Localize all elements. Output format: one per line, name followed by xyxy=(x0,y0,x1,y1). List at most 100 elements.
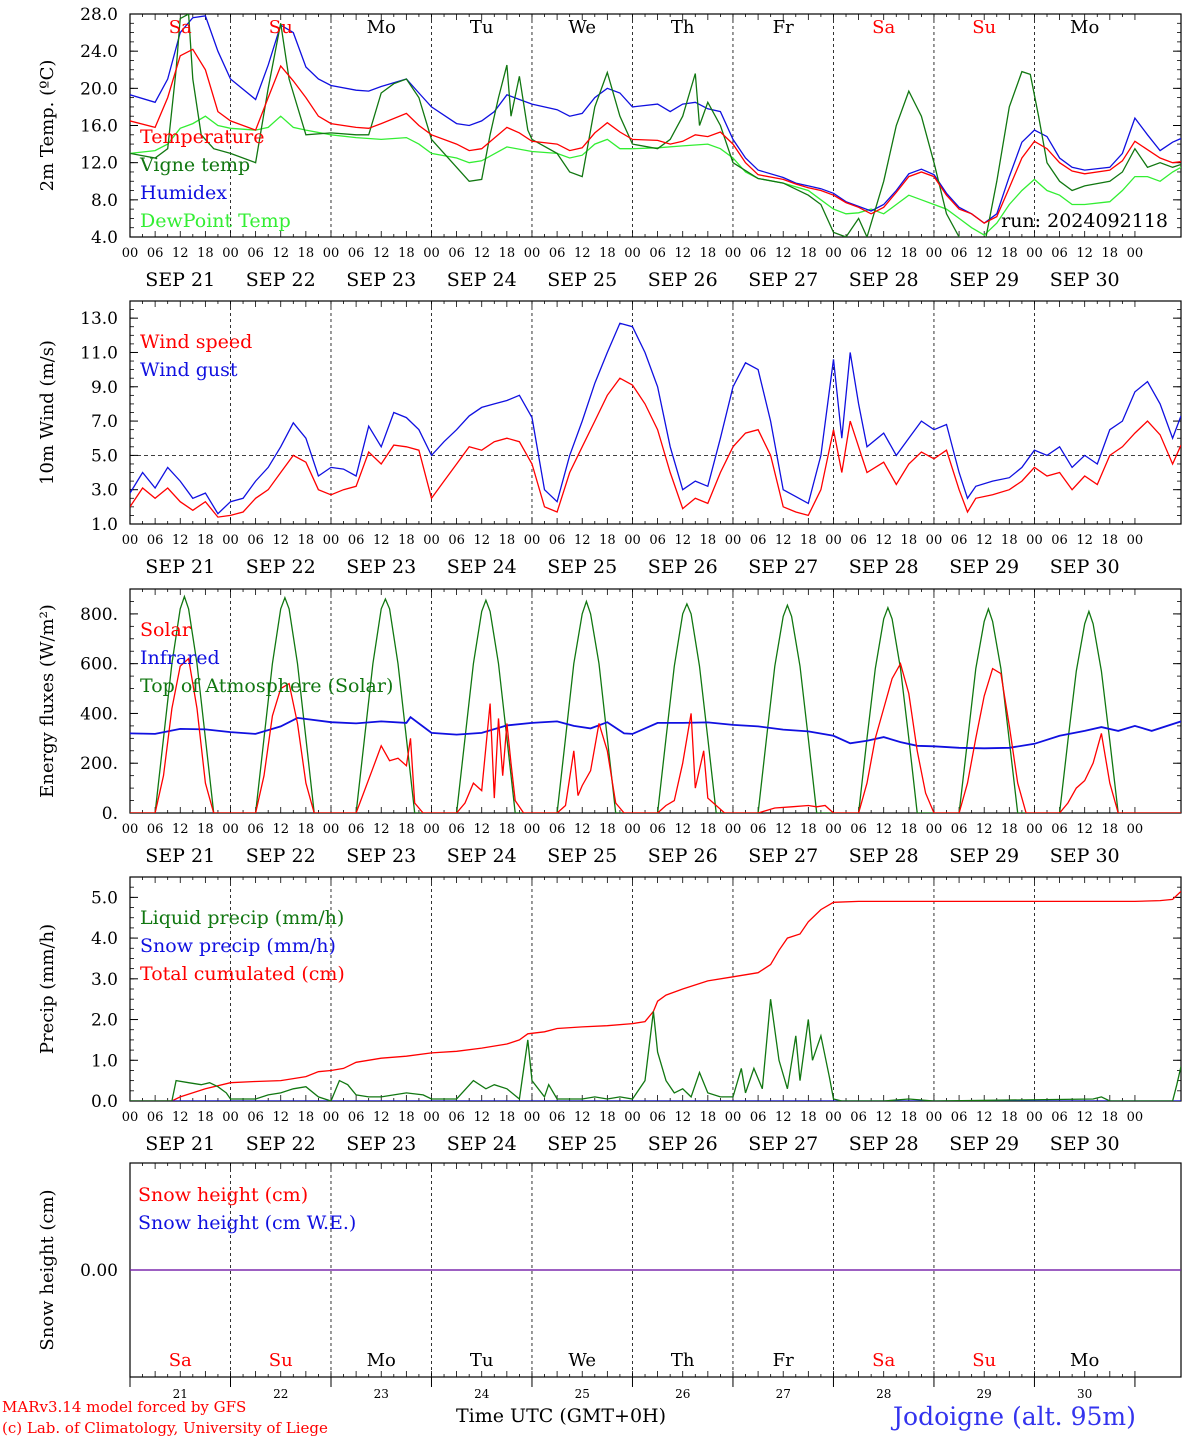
day-name: Mo xyxy=(1070,1350,1099,1371)
date-label: SEP 21 xyxy=(145,556,215,578)
date-label: SEP 28 xyxy=(849,845,919,867)
legend-entry: Humidex xyxy=(140,182,227,204)
hour-tick-label: 06 xyxy=(951,246,968,261)
date-label: SEP 28 xyxy=(849,269,919,291)
hour-tick-label: 00 xyxy=(725,1110,742,1125)
date-label: SEP 24 xyxy=(447,1133,517,1155)
hour-tick-label: 18 xyxy=(298,246,315,261)
hour-tick-label: 00 xyxy=(825,533,842,548)
day-name: Su xyxy=(972,17,996,38)
hour-tick-label: 18 xyxy=(700,1110,717,1125)
hour-tick-label: 12 xyxy=(272,1110,289,1125)
hour-tick-label: 18 xyxy=(1001,533,1018,548)
y-tick-label: 200. xyxy=(80,754,118,774)
day-name: Mo xyxy=(367,1350,396,1371)
date-label: SEP 23 xyxy=(346,269,416,291)
legend-entry: Wind gust xyxy=(140,359,238,381)
hour-tick-label: 12 xyxy=(674,822,691,837)
hour-tick-label: 12 xyxy=(976,246,993,261)
hour-tick-label: 00 xyxy=(323,533,340,548)
panel-frame xyxy=(129,13,1182,238)
hour-tick-label: 18 xyxy=(398,533,415,548)
hour-tick-label: 06 xyxy=(247,533,264,548)
y-tick-label: 9.0 xyxy=(91,378,118,398)
y-tick-label: 24.0 xyxy=(80,42,118,62)
hour-tick-label: 06 xyxy=(448,246,465,261)
hour-tick-label: 06 xyxy=(247,822,264,837)
hour-tick-label: 12 xyxy=(574,1110,591,1125)
y-tick-label: 5.0 xyxy=(91,446,118,466)
hour-tick-label: 00 xyxy=(624,533,641,548)
hour-tick-label: 00 xyxy=(323,822,340,837)
y-tick-label: 4.0 xyxy=(91,929,118,949)
date-label: SEP 25 xyxy=(547,556,617,578)
hour-tick-label: 18 xyxy=(499,246,516,261)
hour-tick-label: 12 xyxy=(373,533,390,548)
hour-tick-label: 18 xyxy=(800,533,817,548)
hour-tick-label: 06 xyxy=(348,246,365,261)
hour-tick-label: 12 xyxy=(473,822,490,837)
hour-tick-label: 00 xyxy=(725,533,742,548)
hour-tick-label: 12 xyxy=(1076,822,1093,837)
hour-tick-label: 06 xyxy=(750,822,767,837)
hour-tick-label: 18 xyxy=(800,1110,817,1125)
series-line-dewpoint-temp xyxy=(130,115,1181,236)
hour-tick-label: 06 xyxy=(1051,822,1068,837)
hour-tick-label: 06 xyxy=(649,1110,666,1125)
date-label: SEP 21 xyxy=(145,1133,215,1155)
hour-tick-label: 06 xyxy=(147,822,164,837)
date-label: SEP 30 xyxy=(1050,1133,1120,1155)
date-label: SEP 21 xyxy=(145,845,215,867)
hour-tick-label: 18 xyxy=(901,533,918,548)
hour-tick-label: 12 xyxy=(976,1110,993,1125)
day-name: Th xyxy=(671,1350,695,1371)
hour-tick-label: 06 xyxy=(649,533,666,548)
hour-tick-label: 12 xyxy=(574,533,591,548)
date-label: SEP 27 xyxy=(748,1133,818,1155)
date-label: SEP 29 xyxy=(949,556,1019,578)
date-label: SEP 23 xyxy=(346,845,416,867)
date-label: SEP 30 xyxy=(1050,269,1120,291)
hour-tick-label: 00 xyxy=(825,246,842,261)
date-label: SEP 22 xyxy=(246,1133,316,1155)
hour-tick-label: 18 xyxy=(298,822,315,837)
hour-tick-label: 18 xyxy=(298,1110,315,1125)
hour-tick-label: 00 xyxy=(122,1110,139,1125)
legend-entry: Total cumulated (cm) xyxy=(140,963,345,985)
day-name: Su xyxy=(269,17,293,38)
hour-tick-label: 00 xyxy=(524,1110,541,1125)
y-tick-label: 2.0 xyxy=(91,1011,118,1031)
hour-tick-label: 18 xyxy=(197,1110,214,1125)
date-label: SEP 30 xyxy=(1050,556,1120,578)
hour-tick-label: 00 xyxy=(624,246,641,261)
day-number-label: 21 xyxy=(173,1387,188,1401)
hour-tick-label: 18 xyxy=(901,246,918,261)
date-label: SEP 26 xyxy=(648,1133,718,1155)
hour-tick-label: 00 xyxy=(222,533,239,548)
hour-tick-label: 00 xyxy=(926,822,943,837)
y-tick-label: 800. xyxy=(80,605,118,625)
day-name: Mo xyxy=(1070,17,1099,38)
hour-tick-label: 18 xyxy=(398,822,415,837)
hour-tick-label: 12 xyxy=(875,533,892,548)
hour-tick-label: 00 xyxy=(122,246,139,261)
date-label: SEP 27 xyxy=(748,845,818,867)
day-name: Su xyxy=(269,1350,293,1371)
hour-tick-label: 18 xyxy=(800,246,817,261)
hour-tick-label: 00 xyxy=(1026,822,1043,837)
hour-tick-label: 06 xyxy=(147,533,164,548)
hour-tick-label: 18 xyxy=(197,533,214,548)
y-tick-label: 1.0 xyxy=(91,515,118,535)
hour-tick-label: 12 xyxy=(272,822,289,837)
hour-tick-label: 06 xyxy=(448,822,465,837)
day-name: Tu xyxy=(470,17,494,38)
hour-tick-label: 00 xyxy=(122,822,139,837)
hour-tick-label: 00 xyxy=(122,533,139,548)
y-tick-label: 16.0 xyxy=(80,117,118,137)
hour-tick-label: 00 xyxy=(926,533,943,548)
day-number-label: 23 xyxy=(374,1387,389,1401)
hour-tick-label: 00 xyxy=(725,246,742,261)
y-tick-label: 400. xyxy=(80,704,118,724)
legend-entry: DewPoint Temp xyxy=(140,210,291,232)
hour-tick-label: 12 xyxy=(473,246,490,261)
